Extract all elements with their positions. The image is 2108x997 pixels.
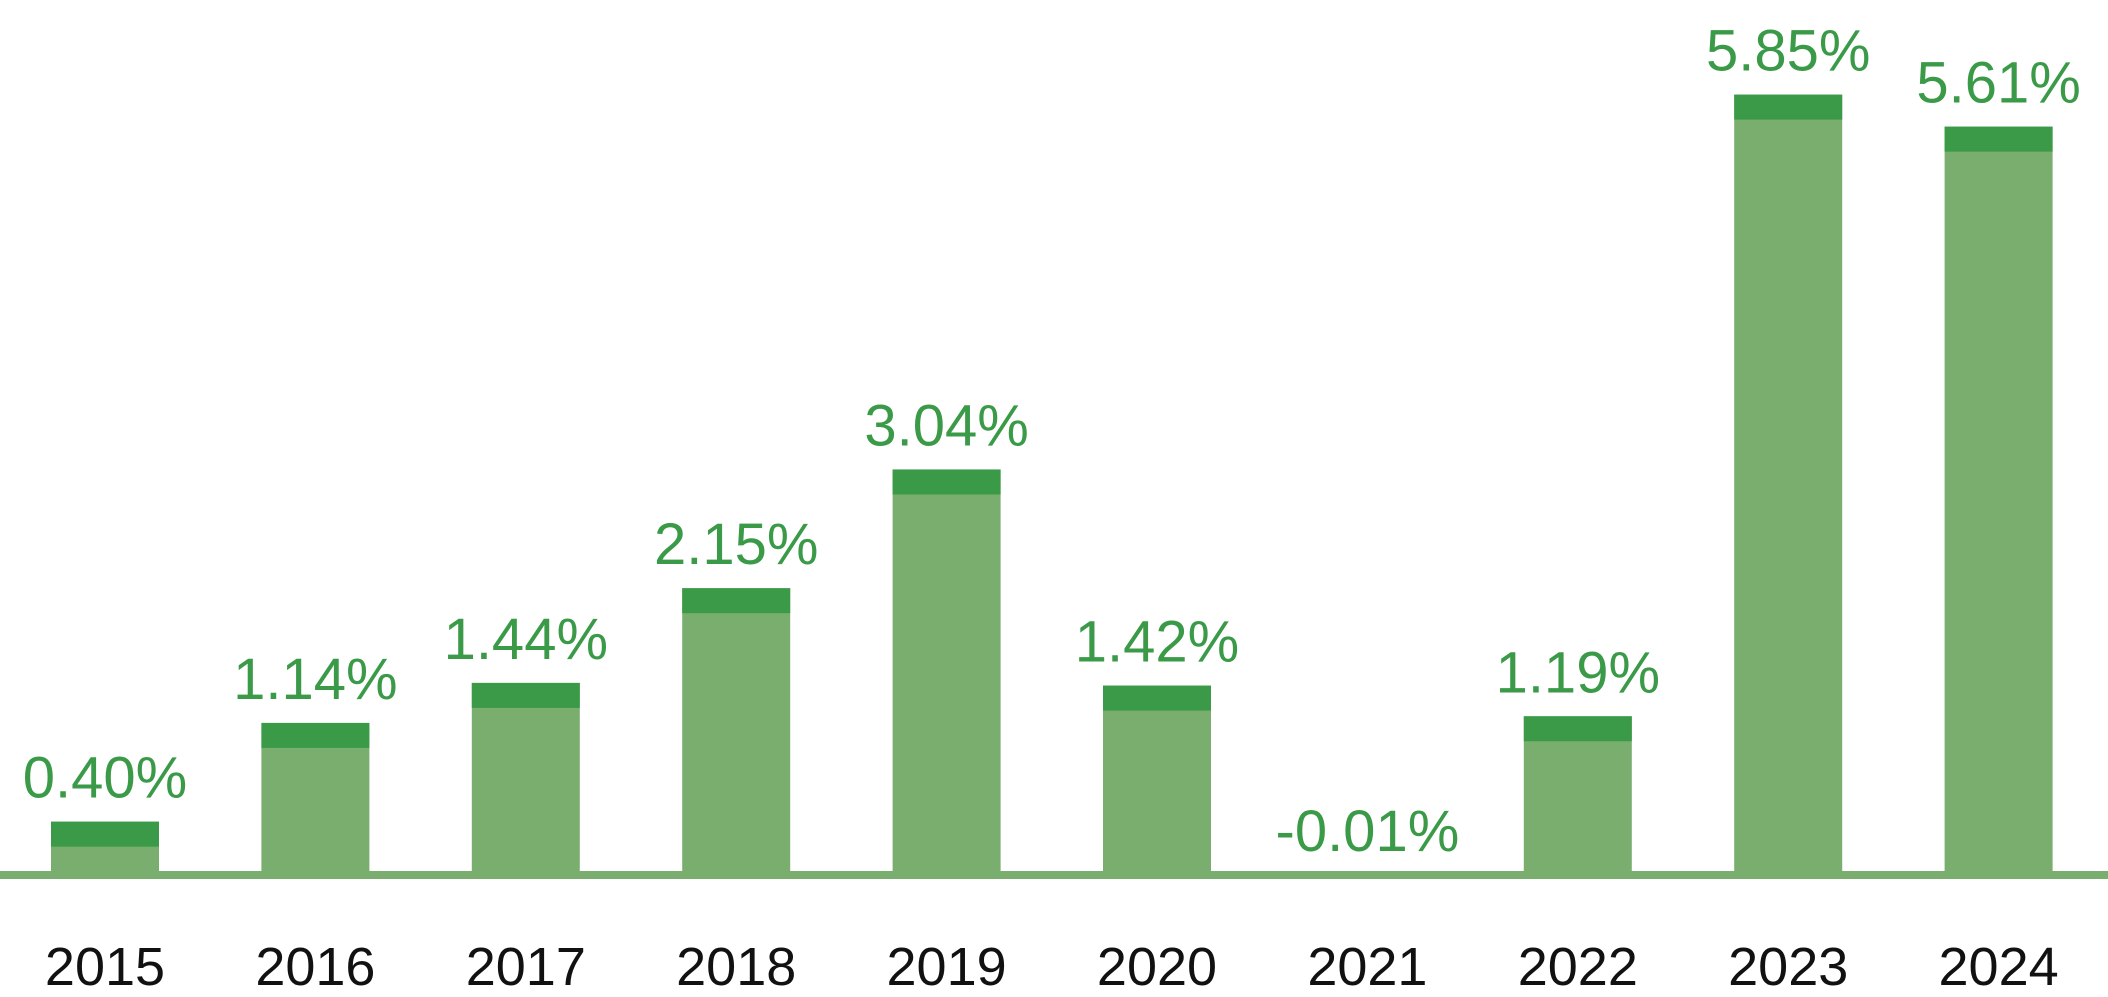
bar-2023 [1734,94,1843,876]
x-tick-label-2020: 2020 [1097,937,1217,992]
x-tick-label-2021: 2021 [1307,937,1427,992]
bar-2020 [1103,685,1211,875]
bar-cap-2020 [1103,685,1211,711]
x-tick-label-2019: 2019 [887,937,1007,992]
bar-2022 [1523,716,1632,875]
bars-layer [51,94,2053,876]
x-tick-label-2016: 2016 [255,937,375,992]
bar-cap-2016 [261,722,370,748]
bar-cap-2017 [471,682,580,708]
bar-cap-2018 [682,588,791,614]
labels-layer: 0.40% 2015 1.14% 2016 1.44% 2017 2.15% 2018 3.04… [23,19,2081,997]
value-label-2023: 5.85% [1706,19,1870,84]
bar-2024 [1944,126,2053,876]
bar-cap-2019 [892,469,1001,495]
x-tick-label-2023: 2023 [1728,937,1848,992]
bar-cap-2023 [1734,94,1843,120]
value-label-2018: 2.15% [654,512,818,577]
x-tick-label-2024: 2024 [1939,937,2059,992]
bar-2017 [471,682,580,875]
value-label-2021: -0.01% [1276,799,1460,864]
x-tick-label-2015: 2015 [45,937,165,992]
value-label-2019: 3.04% [864,393,1028,458]
bar-cap-2015 [51,821,159,847]
bar-cap-2022 [1523,716,1632,742]
bar-cap-2024 [1944,126,2053,152]
x-tick-label-2022: 2022 [1518,937,1638,992]
bar-2019 [892,469,1001,875]
value-label-2024: 5.61% [1916,51,2080,116]
value-label-2020: 1.42% [1075,610,1239,675]
bar-2018 [682,588,791,875]
x-tick-label-2017: 2017 [466,937,586,992]
bar-2016 [261,722,370,875]
value-label-2022: 1.19% [1496,640,1660,705]
value-label-2016: 1.14% [233,647,397,712]
x-tick-label-2018: 2018 [676,937,796,992]
value-label-2015: 0.40% [23,746,187,811]
value-label-2017: 1.44% [444,607,608,672]
